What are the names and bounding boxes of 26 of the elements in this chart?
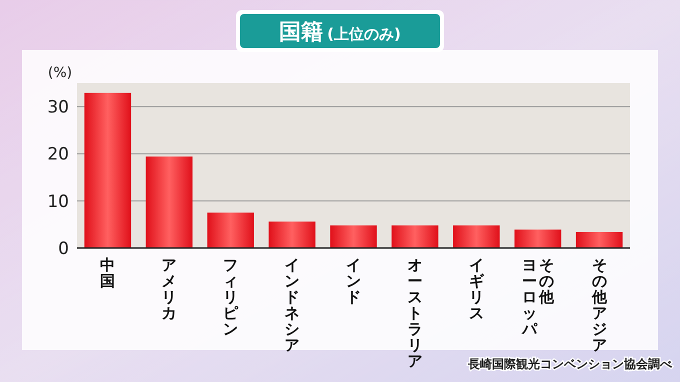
x-tick-label: インド (346, 256, 361, 306)
bar (84, 92, 132, 248)
x-tick-label: フィリピン (223, 256, 240, 338)
x-tick-label: インドネシア (284, 256, 300, 354)
y-tick-label: 10 (47, 192, 69, 212)
x-tick-label: 中国 (100, 256, 116, 290)
chart-title: 国籍 (279, 20, 324, 45)
text: 長崎国際観光コンベンション協会調べ (467, 357, 673, 371)
x-tick-label: オーストラリア (407, 256, 422, 370)
x-tick-label: その他アジア (590, 256, 608, 354)
bar (146, 156, 193, 248)
bar (392, 225, 438, 248)
y-axis-title: (%) (48, 65, 72, 81)
chart-subtitle: (上位のみ) (327, 25, 401, 43)
x-tick-label: アメリカ (162, 256, 177, 322)
bar (330, 225, 377, 248)
bar (576, 232, 623, 248)
bar (514, 230, 562, 248)
bar (453, 225, 500, 248)
bar (268, 222, 316, 248)
y-tick-label: 20 (47, 144, 69, 165)
x-tick-label: その他ヨーロッパ (520, 256, 555, 338)
y-tick-label: 0 (58, 239, 69, 259)
x-tick-label: イギリス (468, 256, 485, 322)
y-tick-label: 30 (47, 98, 69, 118)
bar (207, 212, 254, 248)
